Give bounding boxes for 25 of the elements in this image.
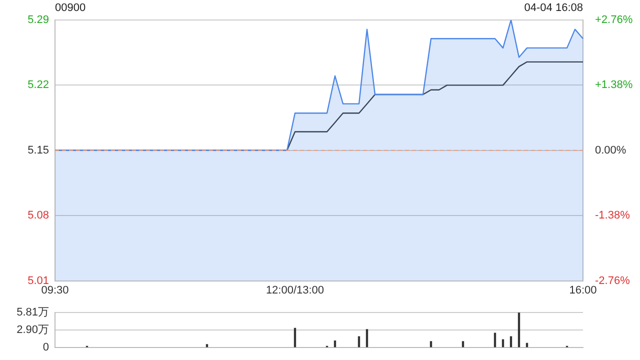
bar [366, 329, 368, 348]
y2-tick-label: 0.00% [595, 144, 626, 156]
y-tick-label: 5.08 [28, 210, 49, 222]
y-tick-label: 5.01 [28, 274, 49, 287]
y-tick-label: 5.29 [28, 14, 49, 26]
bar [494, 332, 496, 348]
x-tick-label: 09:30 [41, 284, 69, 296]
y2-tick-label: +1.38% [595, 79, 633, 92]
y-tick-label: 5.15 [28, 144, 49, 156]
bar [462, 341, 464, 348]
chart-title: 00900 [55, 2, 86, 14]
bar [518, 312, 520, 348]
x-tick-label: 12:00/13:00 [266, 284, 324, 296]
y2-tick-label: -1.38% [595, 210, 630, 222]
y-tick-label: 2.90万 [16, 324, 49, 336]
bar [334, 340, 336, 348]
y-tick-label: 5.22 [28, 79, 49, 92]
x-tick-label: 16:00 [569, 284, 597, 296]
y-tick-label: 5.81万 [16, 306, 49, 319]
bar [294, 328, 296, 348]
y2-tick-label: +2.76% [595, 14, 633, 26]
bar [430, 341, 432, 348]
y-tick-label: 0 [42, 341, 49, 354]
y2-tick-label: -2.76% [595, 274, 630, 287]
text: 04-04 16:08 [524, 2, 583, 14]
